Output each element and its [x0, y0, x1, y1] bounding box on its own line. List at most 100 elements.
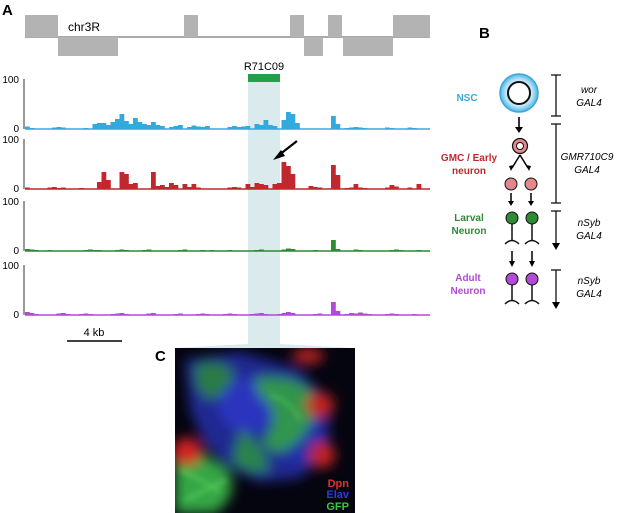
- track-axis-bottom-label: 0: [13, 310, 19, 321]
- coverage-bar: [106, 180, 111, 189]
- coverage-bar: [416, 184, 422, 189]
- coverage-bar: [155, 125, 161, 129]
- zoom-projection: [175, 344, 355, 348]
- coverage-bar: [200, 127, 206, 129]
- coverage-bar: [331, 240, 336, 251]
- coverage-bar: [25, 249, 30, 251]
- region-label: R71C09: [244, 61, 284, 73]
- track-nsc: 100 0: [2, 75, 430, 135]
- driver-wor-line2: GAL4: [576, 98, 602, 109]
- stage-gmc-label-line2: neuron: [452, 166, 486, 177]
- exon-block: [304, 37, 323, 56]
- coverage-bar: [358, 312, 363, 315]
- track-axis-top-label: 100: [2, 75, 19, 86]
- coverage-bar: [97, 182, 102, 189]
- legend-dpn: Dpn: [328, 478, 350, 490]
- exon-block: [25, 15, 58, 37]
- coverage-bar: [335, 124, 341, 129]
- split-arrows-icon: [511, 154, 529, 169]
- coverage-bar: [155, 186, 161, 189]
- coverage-bar: [331, 302, 336, 315]
- coverage-bar: [151, 313, 156, 315]
- coverage-bar: [272, 126, 278, 129]
- driver-nsyb-adult-line1: nSyb: [578, 276, 601, 287]
- exon-block: [328, 15, 342, 37]
- coverage-bar: [137, 122, 143, 129]
- coverage-bar: [331, 165, 336, 189]
- early-neuron-icon: [524, 177, 538, 191]
- coverage-bar: [119, 114, 125, 129]
- driver-wor-line1: wor: [581, 85, 598, 96]
- coverage-bar: [173, 126, 179, 129]
- coverage-bar: [169, 127, 174, 129]
- track-gmc: 100 0: [2, 135, 430, 195]
- coverage-bar: [236, 127, 242, 129]
- coverage-bar: [349, 313, 354, 315]
- coverage-bar: [29, 313, 35, 315]
- coverage-bar: [164, 187, 170, 189]
- gene-model: chr3R: [25, 15, 430, 56]
- nsc-nucleus-icon: [507, 81, 531, 105]
- driver-nsyb-larval-line1: nSyb: [578, 218, 601, 229]
- exon-block: [184, 15, 198, 37]
- peak-arrow: [273, 140, 298, 160]
- coverage-bar: [232, 126, 237, 129]
- arrow-down-icon: [515, 127, 523, 133]
- coverage-bar: [187, 187, 192, 189]
- coverage-bar: [124, 174, 129, 189]
- track-larval: 100 0: [2, 197, 430, 257]
- coverage-bar: [335, 311, 341, 315]
- microscopy-image: [175, 348, 355, 513]
- coverage-bar: [290, 174, 296, 189]
- stage-adult-label-line1: Adult: [455, 273, 481, 284]
- stage-larval-label-line1: Larval: [454, 213, 484, 224]
- coverage-bar: [232, 187, 237, 189]
- coverage-bar: [250, 187, 255, 189]
- coverage-bar: [281, 120, 287, 129]
- exon-block: [393, 15, 430, 37]
- coverage-bar: [389, 185, 395, 189]
- coverage-bar: [106, 125, 111, 129]
- coverage-bar: [191, 125, 197, 129]
- coverage-bar: [56, 127, 62, 129]
- coverage-bar: [313, 187, 318, 189]
- coverage-bar: [119, 313, 125, 315]
- coverage-bar: [115, 119, 120, 129]
- track-axis-bottom-label: 0: [13, 124, 19, 135]
- track-axis-bottom-label: 0: [13, 184, 19, 195]
- coverage-bar: [133, 183, 138, 189]
- stage-larval-label-line2: Neuron: [452, 226, 487, 237]
- driver-bracket-gmr: [551, 123, 561, 204]
- exon-block: [58, 37, 118, 56]
- adult-neuron-icon: [504, 272, 540, 305]
- stage-gmc-label-line1: GMC / Early: [441, 153, 498, 164]
- coverage-bar: [259, 184, 264, 189]
- coverage-bar: [259, 125, 264, 129]
- panel-a-label: A: [2, 2, 13, 19]
- coverage-bar: [286, 166, 291, 189]
- legend-elav: Elav: [326, 489, 350, 501]
- coverage-bar: [128, 184, 134, 189]
- track-axis-top-label: 100: [2, 197, 19, 208]
- coverage-bar: [286, 312, 291, 315]
- coverage-bar: [290, 313, 296, 315]
- coverage-bar: [277, 183, 282, 189]
- driver-gmr-line2: GAL4: [574, 165, 600, 176]
- stage-adult-label-line2: Neuron: [451, 286, 486, 297]
- coverage-bar: [101, 172, 107, 189]
- coverage-bar: [128, 124, 134, 129]
- coverage-bar: [173, 185, 179, 189]
- exon-block: [343, 37, 393, 56]
- driver-nsyb-adult-line2: GAL4: [576, 289, 602, 300]
- stage-nsc-label: NSC: [456, 93, 477, 104]
- coverage-bar: [205, 126, 210, 129]
- driver-bracket-nsyb-larval: [551, 210, 561, 250]
- coverage-bar: [272, 184, 278, 189]
- exon-block: [290, 15, 304, 37]
- early-neuron-icon: [504, 177, 518, 191]
- coverage-bar: [97, 123, 102, 129]
- coverage-bar: [245, 184, 251, 189]
- coverage-bar: [394, 186, 399, 189]
- region-bar: [248, 74, 280, 82]
